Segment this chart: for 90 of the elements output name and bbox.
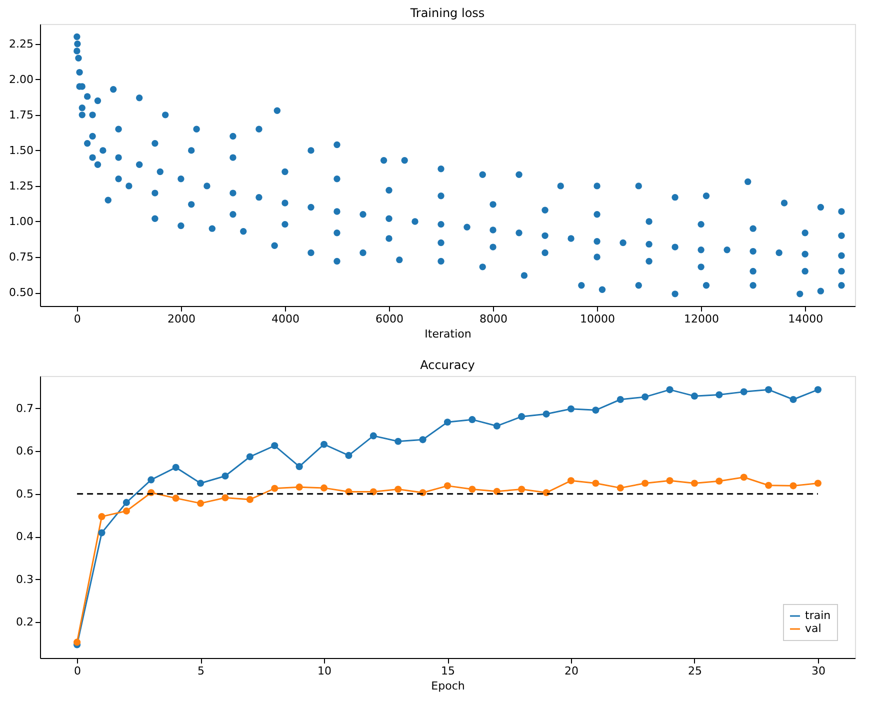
y-tick-label: 0.5 [16, 487, 34, 500]
point [814, 480, 822, 487]
point [122, 507, 130, 515]
y-tick-label: 0.4 [16, 530, 34, 544]
y-tick-label: 0.75 [9, 250, 34, 264]
point [740, 474, 748, 481]
point [542, 410, 550, 418]
point [690, 392, 698, 400]
point [196, 480, 204, 487]
x-tick-label: 4000 [271, 312, 300, 326]
point [271, 442, 278, 450]
point [296, 484, 303, 491]
point [172, 464, 180, 471]
chart-title: Accuracy [420, 358, 475, 372]
point [567, 477, 575, 484]
point [518, 486, 526, 493]
point [493, 422, 500, 430]
point [814, 386, 822, 394]
x-tick-label: 20 [564, 664, 578, 678]
point [296, 463, 303, 470]
point [394, 438, 402, 445]
point [345, 452, 352, 459]
point [246, 453, 254, 460]
point [222, 494, 229, 502]
point [370, 432, 377, 440]
y-tick-label: 2.25 [9, 37, 34, 50]
x-tick-label: 25 [688, 664, 702, 678]
y-tick-label: 1.50 [9, 144, 34, 157]
point [271, 484, 278, 492]
point [642, 480, 649, 487]
x-tick-label: 6000 [375, 312, 404, 326]
point [394, 486, 402, 493]
point [98, 529, 106, 536]
point [419, 436, 426, 444]
x-tick-label: 12000 [684, 312, 720, 326]
point [666, 477, 674, 484]
y-tick-label: 0.50 [9, 286, 34, 300]
y-tick-label: 1.75 [9, 108, 34, 122]
point [172, 494, 180, 502]
point [765, 482, 772, 489]
x-tick-label: 30 [811, 664, 826, 678]
point [790, 482, 797, 490]
x-tick-label: 2000 [167, 312, 196, 326]
point [716, 478, 723, 485]
point [148, 476, 155, 484]
point [765, 386, 772, 394]
y-tick-label: 2.00 [9, 72, 34, 86]
point [740, 388, 748, 396]
point [790, 396, 797, 404]
point [246, 496, 254, 504]
point [222, 472, 229, 480]
y-tick-label: 0.7 [16, 402, 34, 415]
point [320, 440, 328, 448]
point [518, 413, 526, 420]
point [642, 393, 649, 400]
y-tick-label: 1.00 [9, 214, 34, 228]
point [468, 416, 476, 424]
point [666, 386, 674, 394]
x-tick-label: 5 [198, 664, 205, 678]
y-tick-label: 0.2 [16, 616, 34, 629]
point [616, 484, 624, 492]
x-tick-label: 8000 [480, 312, 508, 326]
x-axis-title: Iteration [424, 328, 472, 340]
point [716, 391, 723, 398]
y-tick-label: 0.6 [16, 444, 34, 458]
x-axis-title: Epoch [431, 680, 465, 692]
point [616, 396, 624, 404]
y-tick-label: 0.3 [16, 572, 34, 586]
point [98, 513, 106, 520]
point [444, 482, 452, 490]
point [592, 406, 600, 414]
point [74, 638, 81, 646]
point [567, 405, 575, 412]
x-tick-label: 10 [318, 664, 332, 678]
legend-label: train [805, 609, 831, 622]
point [320, 484, 328, 492]
legend-label: val [805, 622, 822, 635]
x-tick-label: 0 [74, 312, 81, 326]
point [196, 500, 204, 507]
chart-title: Training loss [409, 6, 485, 20]
point [690, 480, 698, 487]
point [468, 486, 476, 493]
x-tick-label: 10000 [580, 312, 616, 326]
point [444, 418, 452, 426]
x-tick-label: 15 [441, 664, 455, 678]
point [122, 498, 130, 506]
y-tick-label: 1.25 [9, 179, 34, 192]
x-tick-label: 14000 [788, 312, 824, 326]
point [592, 480, 600, 487]
x-tick-label: 0 [74, 664, 82, 678]
